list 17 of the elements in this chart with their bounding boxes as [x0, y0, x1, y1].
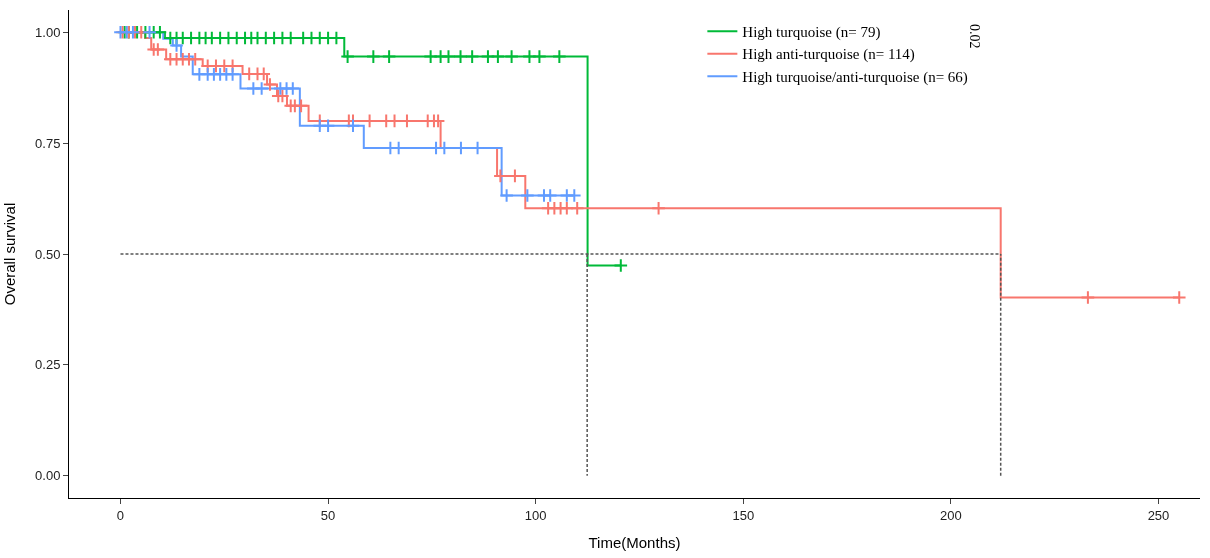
- x-tick-label: 100: [524, 507, 547, 523]
- y-tick-label: 0.50: [35, 246, 61, 262]
- legend-label: High turquoise/anti-turquoise (n= 66): [742, 68, 968, 86]
- legend-label: High anti-turquoise (n= 114): [742, 46, 915, 64]
- x-tick-label: 150: [732, 507, 755, 523]
- annotation: 0.02: [966, 23, 982, 49]
- y-axis-title: Overall survival: [1, 202, 19, 306]
- legend-label: High turquoise (n= 79): [742, 23, 881, 41]
- y-tick-label: 1.00: [35, 24, 61, 40]
- y-tick-label: 0.25: [35, 357, 61, 373]
- y-tick-label: 0.00: [35, 468, 61, 484]
- x-axis-title: Time(Months): [588, 533, 681, 551]
- x-tick-label: 250: [1147, 507, 1170, 523]
- x-tick-label: 0: [116, 507, 125, 523]
- y-tick-label: 0.75: [35, 135, 61, 151]
- x-tick-label: 50: [320, 507, 336, 523]
- x-tick-label: 200: [940, 507, 962, 523]
